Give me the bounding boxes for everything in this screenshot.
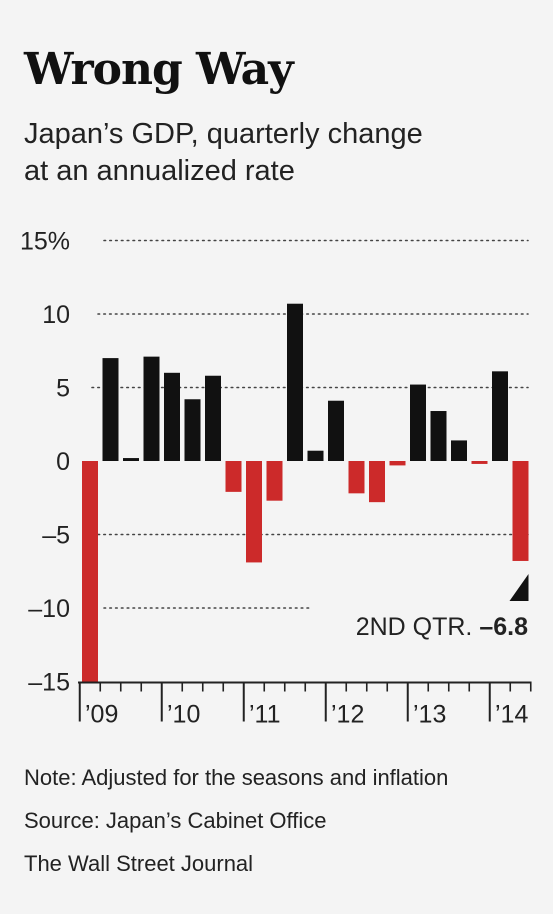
y-tick-label: 5 <box>56 375 70 403</box>
y-tick-label: 10 <box>42 301 70 329</box>
bar-4Q10 <box>225 461 242 492</box>
x-axis: ’09 ’10 ’11 ’12 ’13 ’14 <box>78 681 532 729</box>
publisher-text: The Wall Street Journal <box>24 851 254 876</box>
bar-3Q12 <box>369 461 385 503</box>
grid-lines <box>91 239 529 609</box>
bar-4Q09 <box>143 356 160 461</box>
bar-2Q11 <box>266 461 283 501</box>
x-tick-label: ’13 <box>413 701 446 729</box>
bar-1Q12 <box>328 400 344 461</box>
bar-4Q12 <box>389 461 406 466</box>
bar-3Q13 <box>451 440 467 461</box>
bar-1Q13 <box>410 384 426 461</box>
gdp-bar-chart: ’09 ’10 ’11 ’12 ’13 ’14 15% 10 5 0 –5 –10 –15 2ND Q… <box>20 228 532 729</box>
bar-2Q09 <box>102 358 119 461</box>
note-text: Note: Adjusted for the seasons and infla… <box>24 765 449 790</box>
bar-2Q10 <box>184 399 201 461</box>
chart-notes: Note: Adjusted for the seasons and infla… <box>24 756 448 885</box>
bar-3Q09 <box>123 458 139 461</box>
bar-1Q14 <box>492 371 508 461</box>
x-tick-label: ’10 <box>167 701 200 729</box>
bar-3Q10 <box>205 375 221 461</box>
bar-2Q12 <box>348 461 365 494</box>
subtitle-line: at an annualized rate <box>24 155 295 187</box>
x-tick-label: ’11 <box>249 701 281 729</box>
x-tick-label: ’09 <box>85 701 118 729</box>
bar-1Q11 <box>246 461 262 563</box>
y-tick-label: –10 <box>28 595 70 623</box>
x-tick-label: ’14 <box>495 701 528 729</box>
y-tick-label: 15% <box>20 228 70 256</box>
annotation-quarter: 2ND QTR. <box>356 613 480 641</box>
bar-2Q14 <box>512 461 529 561</box>
subtitle-line: Japan’s GDP, quarterly change <box>24 118 423 150</box>
chart-title: Wrong Way <box>24 44 294 95</box>
bar-1Q10 <box>164 372 180 461</box>
bar-4Q11 <box>307 450 324 461</box>
y-tick-label: 0 <box>56 448 70 476</box>
bar-2Q13 <box>430 411 447 461</box>
x-tick-label: ’12 <box>331 701 364 729</box>
bar-1Q09 <box>82 461 98 682</box>
y-tick-label: –15 <box>28 669 70 697</box>
y-axis-labels: 15% 10 5 0 –5 –10 –15 <box>20 228 70 697</box>
annotation-value: –6.8 <box>479 613 528 641</box>
annotation-label: 2ND QTR. –6.8 <box>356 613 528 641</box>
chart-subtitle: Japan’s GDP, quarterly change at an annu… <box>24 116 524 190</box>
source-text: Source: Japan’s Cabinet Office <box>24 808 327 833</box>
y-tick-label: –5 <box>42 522 70 550</box>
bar-3Q11 <box>287 303 303 461</box>
bars <box>82 303 529 682</box>
bar-4Q13 <box>471 461 488 464</box>
pointer-triangle <box>509 573 529 601</box>
annotation: 2ND QTR. –6.8 <box>356 573 529 641</box>
